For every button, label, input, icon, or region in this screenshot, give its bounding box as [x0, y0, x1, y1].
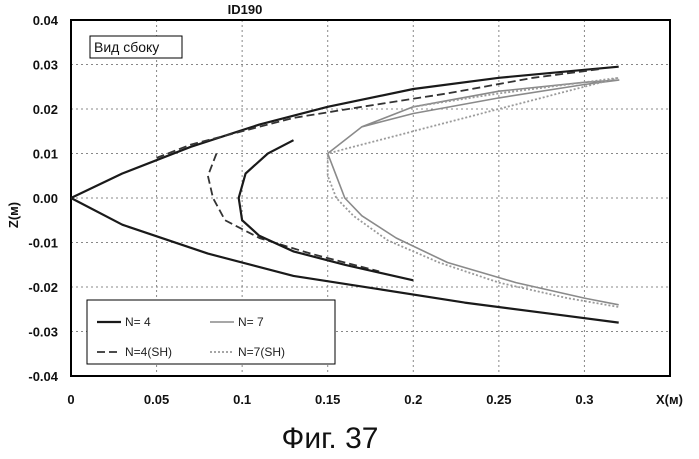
chart-title: ID190 — [228, 2, 263, 17]
y-tick-label: -0.04 — [28, 369, 58, 384]
inner-label: Вид сбоку — [94, 39, 159, 55]
y-tick-label: 0.04 — [33, 13, 59, 28]
chart-figure: ID190 00.050.10.150.20.250.3 0.040.030.0… — [0, 0, 699, 459]
inner-label-box: Вид сбоку — [90, 36, 182, 58]
y-tick-label: -0.02 — [28, 280, 58, 295]
x-tick-label: 0.1 — [233, 392, 251, 407]
legend-label: N= 4 — [125, 315, 151, 329]
y-axis-ticks: 0.04 0.03 0.02 0.01 0.00 -0.01 -0.02 -0.03 -0.04 — [28, 13, 58, 384]
x-tick-label: 0 — [67, 392, 74, 407]
legend-label: N=7(SH) — [238, 345, 285, 359]
figure-caption: Фиг. 37 — [282, 422, 379, 455]
x-tick-label: 0.2 — [404, 392, 422, 407]
y-tick-label: 0.02 — [33, 102, 58, 117]
x-tick-label: 0.15 — [315, 392, 340, 407]
y-tick-label: 0.01 — [33, 147, 58, 162]
x-tick-label: 0.25 — [486, 392, 511, 407]
y-axis-title: Z(м) — [6, 202, 21, 228]
legend: N= 4 N= 7 N=4(SH) N=7(SH) — [87, 300, 335, 364]
x-tick-label: 0.3 — [575, 392, 593, 407]
legend-label: N= 7 — [238, 315, 264, 329]
x-tick-label: 0.05 — [144, 392, 169, 407]
y-tick-label: -0.03 — [28, 325, 58, 340]
y-tick-label: -0.01 — [28, 236, 58, 251]
y-tick-label: 0.03 — [33, 58, 58, 73]
x-axis-title: X(м) — [656, 392, 683, 407]
legend-label: N=4(SH) — [125, 345, 172, 359]
y-tick-label: 0.00 — [33, 191, 58, 206]
